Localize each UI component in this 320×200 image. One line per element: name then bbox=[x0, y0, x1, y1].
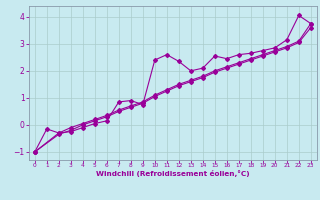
X-axis label: Windchill (Refroidissement éolien,°C): Windchill (Refroidissement éolien,°C) bbox=[96, 170, 250, 177]
